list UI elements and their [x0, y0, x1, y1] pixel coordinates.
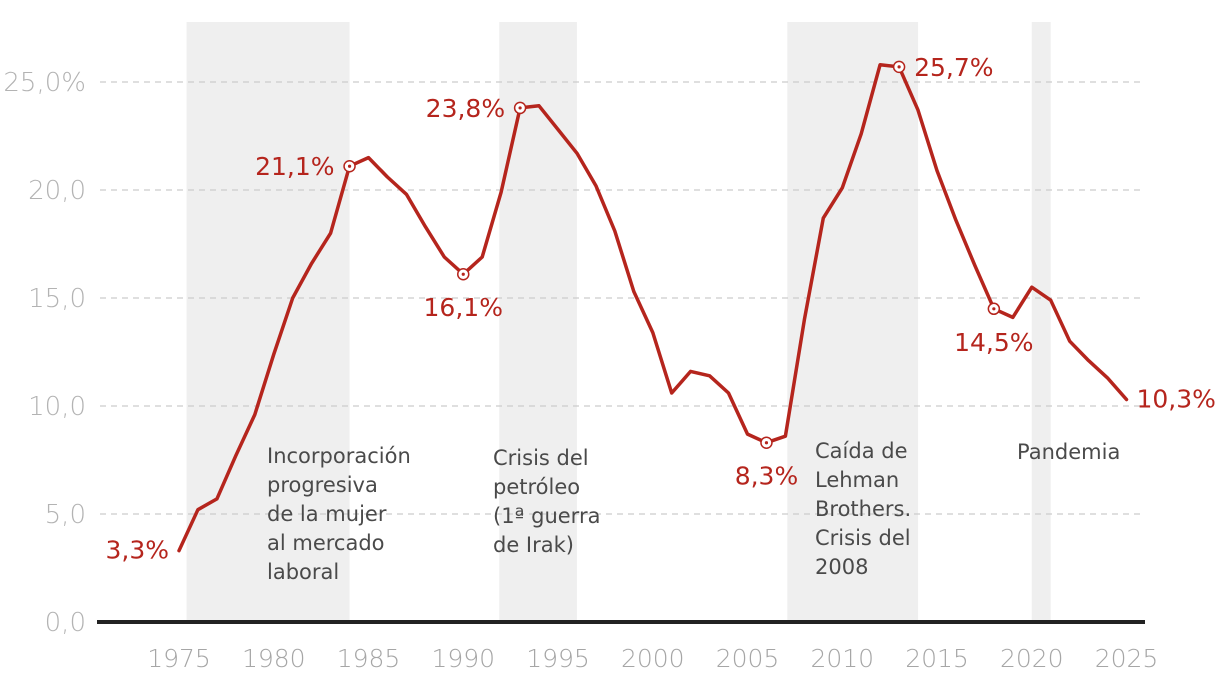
point-marker-dot — [992, 307, 996, 311]
annotation-line: Pandemia — [1017, 440, 1120, 464]
annotation-line: de la mujer — [267, 502, 387, 526]
annotation-line: 2008 — [815, 555, 868, 579]
unemployment-line — [177, 62, 1129, 553]
y-tick-label: 0,0 — [45, 608, 86, 638]
x-tick-label: 2015 — [905, 644, 969, 673]
annotation-line: progresiva — [267, 473, 378, 497]
data-label: 25,7% — [914, 53, 993, 82]
y-tick-label: 25,0% — [3, 68, 86, 98]
shaded-band-lehman — [787, 22, 919, 622]
data-label: 14,5% — [954, 328, 1033, 357]
annotation-line: Lehman — [815, 468, 899, 492]
data-label: 10,3% — [1137, 385, 1216, 414]
x-tick-label: 2010 — [810, 644, 874, 673]
point-marker-dot — [347, 164, 352, 168]
x-tick-label: 2020 — [1000, 644, 1064, 673]
data-labels: 3,3% 21,1% 16,1% 23,8% 8,3% 25,7% 14,5% 10,3% — [105, 53, 1215, 565]
point-marker-dot — [461, 272, 465, 276]
highlight-markers — [343, 60, 1001, 449]
x-tick-label: 2000 — [621, 644, 685, 673]
x-tick-label: 1985 — [337, 644, 401, 673]
annotation-line: Incorporación — [267, 444, 411, 468]
annotation-line: al mercado — [267, 531, 385, 555]
annotation-line: de Irak) — [493, 533, 574, 557]
y-axis-ticks: 0,0 5,0 10,0 15,0 20,0 25,0% — [3, 68, 86, 638]
shaded-band-crisis-petroleo — [499, 22, 577, 622]
data-label: 8,3% — [735, 462, 799, 491]
x-tick-label: 2025 — [1095, 644, 1159, 673]
point-marker-dot — [897, 65, 901, 69]
annotation-incorporacion: Incorporación progresiva de la mujer al mer… — [267, 444, 411, 584]
annotation-line: Caída de — [815, 439, 908, 463]
annotation-line: Crisis del — [493, 446, 589, 470]
annotation-line: petróleo — [493, 475, 580, 499]
x-tick-label: 1980 — [242, 644, 306, 673]
x-tick-label: 1990 — [431, 644, 495, 673]
annotation-line: Crisis del — [815, 526, 911, 550]
annotation-line: Brothers. — [815, 497, 911, 521]
y-tick-label: 20,0 — [28, 176, 86, 206]
data-label: 23,8% — [426, 94, 505, 123]
annotation-pandemia: Pandemia — [1017, 440, 1120, 464]
annotation-lehman: Caída de Lehman Brothers. Crisis del 2008 — [815, 439, 911, 579]
x-axis-ticks: 1975 1980 1985 1990 1995 2000 2005 2010 2015 2020… — [147, 644, 1158, 673]
gridlines — [100, 81, 1140, 515]
period-annotations: Incorporación progresiva de la mujer al mer… — [267, 439, 1120, 584]
y-tick-label: 5,0 — [45, 500, 86, 530]
data-label: 16,1% — [424, 293, 503, 322]
annotation-line: laboral — [267, 560, 339, 584]
point-marker-dot — [518, 106, 522, 110]
x-tick-label: 1975 — [147, 644, 211, 673]
shaded-periods — [186, 22, 1051, 622]
annotation-crisis-petroleo: Crisis del petróleo (1ª guerra de Irak) — [493, 446, 600, 557]
x-tick-label: 1995 — [526, 644, 590, 673]
y-tick-label: 10,0 — [28, 392, 86, 422]
shaded-band-incorporacion — [186, 22, 350, 622]
shaded-band-pandemia — [1031, 22, 1051, 622]
point-marker-dot — [764, 441, 769, 445]
annotation-line: (1ª guerra — [493, 504, 600, 528]
y-tick-label: 15,0 — [28, 284, 86, 314]
x-tick-label: 2005 — [716, 644, 780, 673]
data-label: 21,1% — [255, 152, 334, 181]
data-label: 3,3% — [105, 536, 169, 565]
